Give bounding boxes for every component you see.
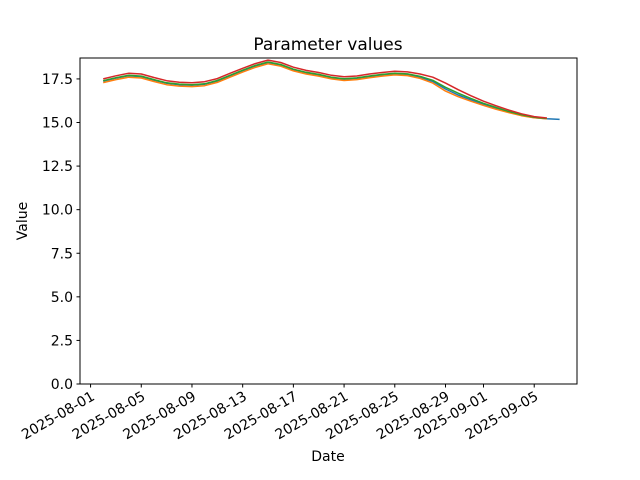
parameter-4-red-line <box>103 59 547 119</box>
series-lines <box>103 59 560 121</box>
y-tick-label: 10.0 <box>42 203 73 219</box>
y-tick-label: 12.5 <box>42 159 73 175</box>
y-axis-label: Value <box>15 202 31 240</box>
y-tick-label: 7.5 <box>51 246 73 262</box>
x-axis-ticks: 2025-08-012025-08-052025-08-092025-08-13… <box>19 384 541 443</box>
y-tick-label: 5.0 <box>51 290 73 306</box>
parameter-2-orange-line <box>103 63 547 120</box>
y-tick-label: 2.5 <box>51 333 73 349</box>
plot-area-spines <box>79 57 578 385</box>
y-tick-label: 15.0 <box>42 116 73 132</box>
parameter-3-green-line <box>103 61 547 120</box>
y-axis-ticks: 0.0 2.5 5.0 7.5 10.0 12.5 15.0 17.5 <box>42 72 80 393</box>
chart-title: Parameter values <box>253 35 402 55</box>
y-tick-label: 17.5 <box>42 72 73 88</box>
x-axis-label: Date <box>311 449 344 465</box>
y-tick-label: 0.0 <box>51 377 73 393</box>
